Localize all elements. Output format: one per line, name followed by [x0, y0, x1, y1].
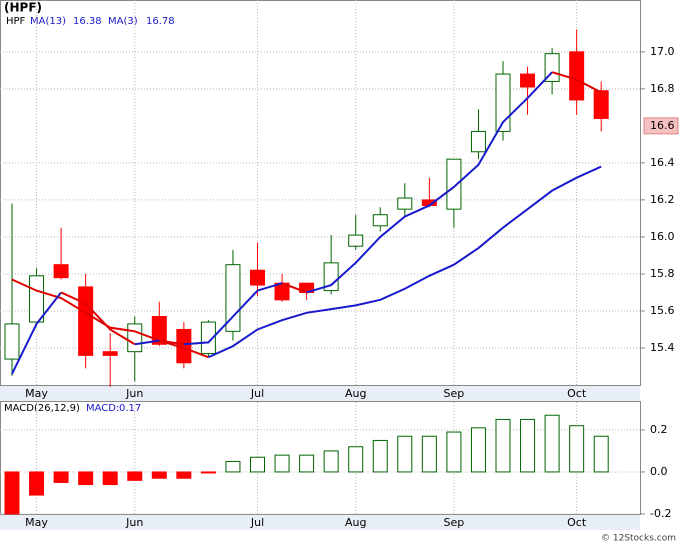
macd-bar: [495, 418, 511, 473]
macd-legend: MACD(26,12,9): [4, 403, 80, 414]
ma-line: [159, 339, 184, 346]
y-tick-label: 16.2: [650, 193, 675, 206]
month-band: [0, 515, 640, 530]
macd-bar: [4, 471, 20, 515]
ma-line: [281, 282, 307, 294]
macd-bar: [569, 425, 585, 473]
candle-body: [200, 321, 216, 355]
macd-bar: [102, 471, 118, 486]
candle-body: [250, 269, 265, 286]
legend-ma: MA(3): [108, 16, 138, 27]
candle-body: [348, 234, 364, 247]
ma-line: [207, 165, 602, 359]
ma-line: [11, 291, 62, 375]
ma-line: [183, 282, 283, 346]
legend-ma-value: 16.38: [73, 16, 102, 27]
candle-body: [593, 90, 609, 119]
y-tick-label: 15.8: [650, 267, 675, 280]
macd-bar: [470, 427, 486, 473]
macd-panel: [0, 401, 641, 515]
x-tick-label: Jun: [125, 516, 143, 529]
legend-symbol: HPF: [6, 16, 26, 27]
macd-bar: [520, 418, 536, 473]
x-tick-label: Jul: [250, 387, 264, 400]
macd-bar: [250, 456, 265, 473]
candle-body: [470, 130, 486, 153]
y-tick-label: -0.2: [650, 507, 671, 520]
x-tick-label: Jul: [250, 516, 264, 529]
macd-bar: [348, 446, 364, 473]
x-tick-label: Oct: [567, 516, 587, 529]
candle-body: [151, 316, 167, 345]
macd-bar: [593, 435, 609, 473]
macd-bar: [446, 431, 462, 473]
macd-legend-label: MACD:: [86, 403, 119, 414]
macd-legend-value: 0.17: [119, 403, 141, 414]
candle-body: [372, 214, 388, 227]
month-band: [0, 385, 640, 401]
candle-body: [102, 351, 118, 356]
chart-title: (HPF): [4, 1, 42, 15]
y-tick-label: 17.0: [650, 45, 675, 58]
y-tick-label: 16.8: [650, 82, 675, 95]
y-tick-label: 0.2: [650, 423, 668, 436]
last-price-box: [643, 117, 679, 135]
y-tick-label: 0.0: [650, 465, 668, 478]
last-price-label: 16.6: [650, 119, 675, 132]
x-tick-label: Oct: [567, 387, 587, 400]
y-tick-label: 15.6: [650, 304, 675, 317]
candle-body: [323, 262, 339, 292]
candle-body: [446, 158, 462, 210]
x-tick-label: Sep: [444, 387, 465, 400]
candle-body: [397, 197, 413, 210]
macd-bar: [200, 471, 216, 474]
macd-bar: [225, 460, 241, 473]
macd-bar: [127, 471, 143, 481]
x-tick-label: Sep: [444, 516, 465, 529]
macd-bar: [397, 435, 413, 473]
macd-bar: [151, 471, 167, 479]
ma-line: [306, 71, 553, 294]
candle-body: [225, 264, 241, 332]
footer: © 12Stocks.com: [601, 534, 676, 544]
candle-body: [29, 275, 45, 323]
ma-line: [551, 71, 602, 94]
candle-body: [4, 323, 20, 360]
ma-line: [60, 291, 136, 346]
x-tick-label: Aug: [345, 387, 366, 400]
candle-body: [127, 323, 143, 353]
ma-line: [11, 278, 209, 359]
macd-bar: [53, 471, 69, 483]
y-tick-label: 16.4: [650, 156, 675, 169]
candle-body: [53, 264, 69, 279]
y-tick-label: 15.4: [650, 341, 675, 354]
price-panel: [0, 0, 641, 386]
candle-body: [495, 73, 511, 132]
candle-body: [520, 73, 536, 88]
x-tick-label: May: [25, 516, 48, 529]
macd-bar: [176, 471, 192, 479]
macd-bar: [78, 471, 94, 486]
legend-ma-value: 16.78: [146, 16, 175, 27]
x-tick-label: Aug: [345, 516, 366, 529]
ma-line: [134, 339, 160, 346]
macd-bar: [274, 454, 290, 473]
macd-bar: [372, 439, 388, 473]
candle-body: [78, 286, 94, 356]
macd-bar: [29, 471, 45, 496]
macd-bar: [421, 435, 437, 473]
candle-body: [569, 51, 585, 101]
x-tick-label: May: [25, 387, 48, 400]
y-tick-label: 16.0: [650, 230, 675, 243]
macd-bar: [323, 450, 339, 473]
macd-bar: [299, 454, 315, 473]
macd-bar: [544, 414, 560, 473]
legend-ma: MA(13): [30, 16, 66, 27]
x-tick-label: Jun: [125, 387, 143, 400]
